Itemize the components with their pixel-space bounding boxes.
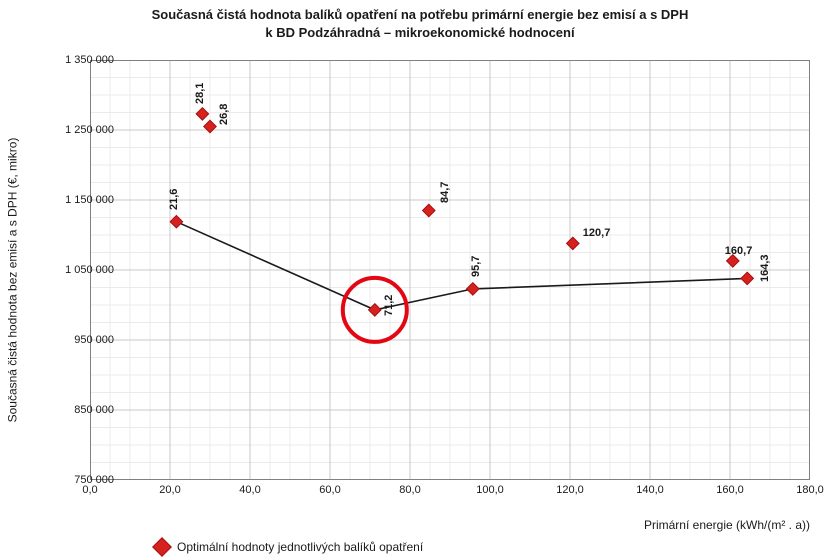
point-label: 28,1 [194,82,206,103]
chart-container: Současná čistá hodnota balíků opatření n… [0,0,840,560]
x-tick-label: 100,0 [476,484,504,496]
point-label: 160,7 [725,245,753,257]
legend-marker-icon [152,537,172,557]
y-tick-label: 1 050 000 [54,264,114,276]
y-tick-label: 1 350 000 [54,54,114,66]
x-axis-title: Primární energie (kWh/(m² . a)) [644,518,810,532]
x-tick-label: 140,0 [636,484,664,496]
x-tick-label: 180,0 [796,484,824,496]
y-axis-title: Současná čistá hodnota bez emisí a s DPH… [2,60,22,500]
point-label: 95,7 [470,255,482,276]
point-label: 84,7 [439,181,451,202]
x-tick-label: 80,0 [399,484,420,496]
point-label: 26,8 [218,103,230,124]
x-tick-label: 40,0 [239,484,260,496]
point-label: 71,2 [383,294,395,315]
plot-area [90,60,810,480]
chart-title-line1: Současná čistá hodnota balíků opatření n… [0,6,840,24]
x-tick-label: 160,0 [716,484,744,496]
legend-label: Optimální hodnoty jednotlivých balíků op… [177,540,423,554]
legend: Optimální hodnoty jednotlivých balíků op… [155,540,423,554]
x-tick-label: 20,0 [159,484,180,496]
chart-title: Současná čistá hodnota balíků opatření n… [0,6,840,41]
y-tick-label: 950 000 [54,334,114,346]
x-tick-label: 60,0 [319,484,340,496]
y-tick-label: 1 150 000 [54,194,114,206]
point-label: 120,7 [583,227,611,239]
y-tick-label: 1 250 000 [54,124,114,136]
plot-svg [90,60,810,480]
point-label: 164,3 [759,255,771,283]
point-label: 21,6 [168,188,180,209]
x-tick-label: 120,0 [556,484,584,496]
x-tick-label: 0,0 [82,484,97,496]
y-tick-label: 850 000 [54,404,114,416]
chart-title-line2: k BD Podzáhradná – mikroekonomické hodno… [0,24,840,42]
